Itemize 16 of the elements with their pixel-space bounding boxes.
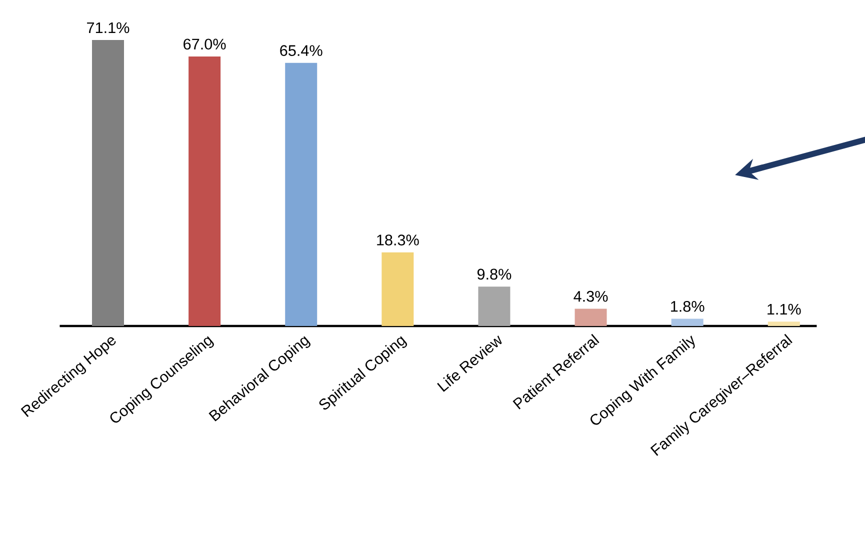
bar (92, 40, 124, 326)
bar (188, 56, 221, 326)
data-label: 65.4% (280, 45, 322, 56)
bar (671, 318, 704, 326)
data-label: 9.8% (477, 268, 512, 280)
bar (768, 322, 800, 326)
bar (285, 62, 318, 326)
data-label: 1.8% (671, 300, 704, 312)
data-label: 67.0% (184, 38, 226, 50)
data-label: 1.1% (768, 304, 801, 315)
bar (478, 286, 510, 326)
data-label: 18.3% (377, 234, 419, 246)
bar (574, 308, 607, 326)
data-label: 71.1% (87, 22, 130, 34)
bar (382, 252, 414, 326)
data-label: 4.3% (574, 290, 608, 302)
